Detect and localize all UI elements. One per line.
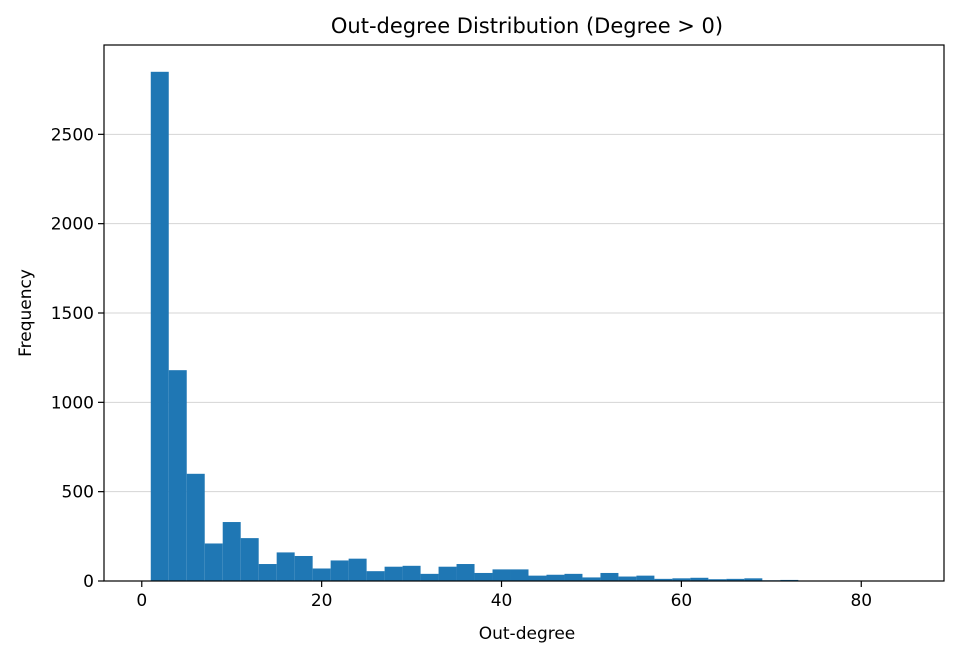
- histogram-bar: [564, 573, 583, 581]
- histogram-bar: [312, 568, 331, 581]
- y-tick-label: 0: [83, 572, 94, 592]
- histogram-bar: [708, 579, 727, 581]
- y-tick-label: 1000: [51, 393, 94, 413]
- histogram-bar: [636, 575, 655, 581]
- histogram-bar: [492, 569, 511, 581]
- histogram-bar: [150, 71, 169, 582]
- histogram-bar: [294, 555, 313, 581]
- x-axis-title: Out-degree: [479, 624, 576, 644]
- histogram-bar: [438, 566, 457, 581]
- bars: [150, 71, 907, 582]
- x-tick-label: 0: [136, 591, 147, 611]
- y-tick-label: 500: [62, 483, 94, 503]
- histogram-bar: [240, 538, 259, 581]
- x-tick-label: 80: [850, 591, 872, 611]
- x-tick-label: 20: [311, 591, 333, 611]
- histogram-bar: [204, 543, 223, 581]
- histogram-bar: [546, 574, 565, 581]
- histogram-bar: [186, 473, 205, 581]
- histogram-bar: [366, 571, 385, 581]
- histogram-bar: [690, 577, 709, 581]
- y-tick-label: 2000: [51, 215, 94, 235]
- histogram-bar: [672, 578, 691, 581]
- histogram-bar: [222, 522, 241, 581]
- y-axis-ticks: 0 500 1000 1500 2000 2500: [51, 125, 104, 592]
- histogram-bar: [528, 575, 547, 581]
- histogram-bar: [744, 578, 763, 581]
- histogram-bar: [276, 552, 295, 581]
- x-tick-label: 40: [491, 591, 513, 611]
- histogram-bar: [600, 572, 619, 581]
- grid-lines: [104, 133, 944, 493]
- x-axis-ticks: 0 20 40 60 80: [136, 581, 872, 611]
- histogram-bar: [618, 576, 637, 581]
- y-tick-label: 2500: [51, 125, 94, 145]
- x-tick-label: 60: [671, 591, 693, 611]
- histogram-bar: [402, 565, 421, 581]
- histogram-bar: [384, 566, 403, 581]
- histogram-bar: [168, 370, 187, 581]
- histogram-bar: [726, 578, 745, 581]
- histogram-bar: [582, 577, 601, 581]
- histogram-bar: [510, 569, 529, 581]
- y-axis-title: Frequency: [16, 269, 36, 357]
- histogram-bar: [258, 564, 277, 581]
- histogram-bar: [474, 572, 493, 581]
- histogram-bar: [348, 558, 367, 581]
- chart-title: Out-degree Distribution (Degree > 0): [331, 14, 723, 38]
- histogram-bar: [456, 564, 475, 581]
- y-tick-label: 1500: [51, 304, 94, 324]
- histogram-bar: [420, 573, 439, 581]
- histogram-bar: [654, 578, 673, 581]
- histogram-bar: [330, 560, 349, 581]
